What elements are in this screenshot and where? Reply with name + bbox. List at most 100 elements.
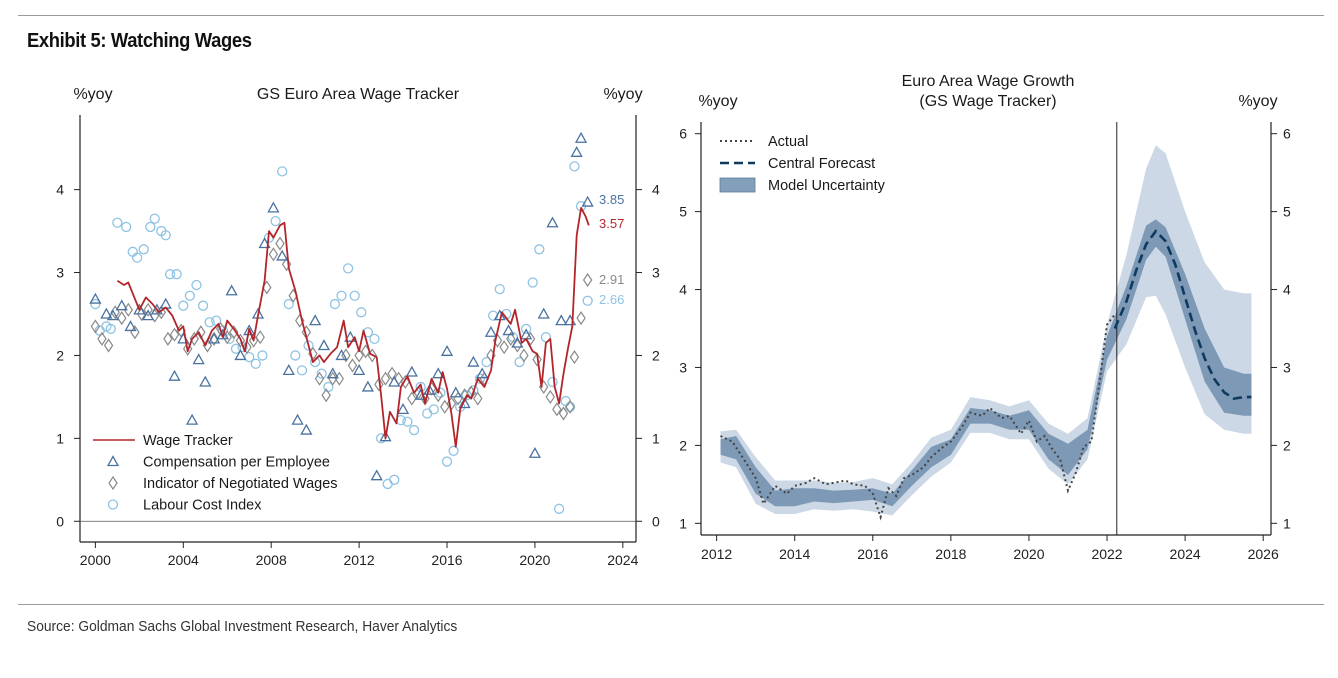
chart1-ytick-label-right: 2 <box>652 347 660 363</box>
lci-point <box>547 376 558 388</box>
negotiated-wages-point <box>492 333 503 348</box>
lci-point <box>178 300 189 311</box>
cpe-point <box>267 201 280 213</box>
cpe-point <box>234 349 247 361</box>
chart1-ytick-label-left: 0 <box>56 513 64 529</box>
cpe-point <box>379 430 392 442</box>
lci-point <box>369 333 380 345</box>
chart1-end-label: 2.66 <box>599 292 624 307</box>
cpe-point <box>100 307 113 319</box>
chart2-ylabel-left: %yoy <box>698 93 737 110</box>
negotiated-wages-point <box>582 272 593 288</box>
cpe-point <box>243 324 256 336</box>
cpe-point <box>106 309 120 321</box>
negotiated-wages-point <box>108 475 118 491</box>
cpe-point <box>115 299 128 311</box>
chart2-xtick-label: 2020 <box>1013 546 1044 562</box>
chart2-ytick-label-right: 6 <box>1283 126 1291 142</box>
chart2-ytick-label-left: 5 <box>679 204 687 220</box>
chart2-ytick-label-left: 4 <box>679 282 687 298</box>
negotiated-wages-point <box>506 331 516 346</box>
cpe-point <box>405 365 418 377</box>
source-note: Source: Goldman Sachs Global Investment … <box>27 618 458 635</box>
top-rule <box>18 15 1324 16</box>
negotiated-wages-point <box>189 331 199 346</box>
lci-point <box>408 424 420 436</box>
negotiated-wages-point <box>347 358 358 373</box>
negotiated-wages-point <box>576 311 586 326</box>
negotiated-wages-point <box>97 331 107 346</box>
lci-point <box>171 269 182 280</box>
cpe-point <box>537 307 550 319</box>
cpe-point <box>476 367 489 379</box>
lci-point <box>184 290 196 301</box>
lci-point <box>131 252 143 263</box>
cpe-point <box>199 375 212 387</box>
chart1-ytick-label-left: 1 <box>56 430 64 446</box>
lci-point <box>402 416 413 427</box>
chart2-ylabel-right: %yoy <box>1238 93 1277 110</box>
negotiated-wages-point <box>532 352 542 367</box>
chart1-xtick-label: 2000 <box>80 552 111 568</box>
cpe-point <box>440 344 454 356</box>
cpe-point <box>423 383 436 395</box>
cpe-point <box>106 455 120 467</box>
lci-point <box>494 283 505 295</box>
lci-point <box>230 343 242 354</box>
negotiated-wages-point <box>558 406 569 421</box>
chart2-ytick-label-left: 2 <box>679 437 687 453</box>
negotiated-wages-point <box>268 247 279 262</box>
negotiated-wages-point <box>380 371 391 386</box>
chart2-legend-label: Model Uncertainty <box>768 178 886 194</box>
negotiated-wages-point <box>103 338 114 353</box>
chart1-xtick-label: 2024 <box>607 552 638 568</box>
negotiated-wages-point <box>569 350 580 365</box>
lci-point <box>520 323 532 335</box>
lci-point <box>329 298 341 310</box>
lci-point <box>336 290 347 301</box>
chart1-ytick-label-left: 4 <box>56 182 64 198</box>
lci-point <box>105 323 116 335</box>
chart2-ytick-label-right: 1 <box>1283 515 1291 531</box>
negotiated-wages-point <box>242 340 252 355</box>
chart2-ytick-label-left: 6 <box>679 126 687 142</box>
lci-point <box>145 221 156 233</box>
negotiated-wages-point <box>499 340 509 355</box>
cpe-point <box>309 314 322 326</box>
lci-point <box>534 244 545 255</box>
lci-point <box>441 456 453 467</box>
lci-point <box>428 404 439 415</box>
negotiated-wages-point <box>321 388 331 403</box>
chart2-subtitle: (GS Wage Tracker) <box>919 93 1056 110</box>
cpe-point <box>502 324 515 336</box>
negotiated-wages-point <box>473 391 483 406</box>
lci-point <box>323 381 334 393</box>
lci-point <box>582 295 593 306</box>
chart1-legend-label: Wage Tracker <box>143 433 233 449</box>
negotiated-wages-point <box>328 371 338 386</box>
lci-point <box>461 390 472 401</box>
wage-tracker-chart: 0 0 1 1 2 2 3 3 4 4 2000 2004 2008 2012 2016 2020 2024 3.… <box>56 86 660 568</box>
lci-point <box>107 499 119 510</box>
cpe-point <box>150 303 164 315</box>
cpe-point <box>89 292 102 304</box>
chart1-title: GS Euro Area Wage Tracker <box>257 86 460 103</box>
chart1-xtick-label: 2020 <box>519 552 550 568</box>
legend-uncertainty-swatch <box>719 177 756 193</box>
cpe-point <box>484 325 498 337</box>
negotiated-wages-point <box>374 377 384 392</box>
negotiated-wages-point <box>275 236 285 251</box>
chart1-xtick-label: 2016 <box>431 552 462 568</box>
chart1-legend: Wage Tracker Compensation per Employee Ind… <box>93 433 338 514</box>
negotiated-wages-point <box>90 319 101 334</box>
chart2-legend-label: Central Forecast <box>768 156 875 172</box>
lci-point <box>540 332 552 343</box>
cpe-point <box>142 309 155 321</box>
chart2-ytick-label-right: 2 <box>1283 437 1291 453</box>
cpe-point <box>570 145 583 157</box>
cpe-point <box>317 339 331 351</box>
negotiated-wages-point <box>222 330 232 345</box>
cpe-point <box>581 195 594 207</box>
chart2-xtick-label: 2016 <box>857 546 888 562</box>
negotiated-wages-point <box>117 311 127 326</box>
